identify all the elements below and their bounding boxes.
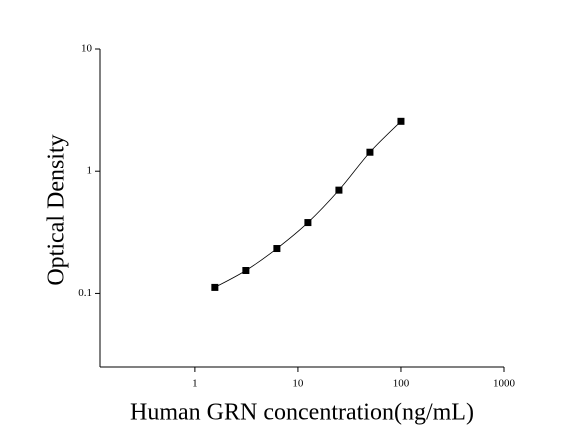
- y-tick-label: 1: [87, 165, 93, 177]
- data-point: [366, 148, 374, 156]
- x-tick-label: 1000: [493, 378, 516, 390]
- y-tick-label: 10: [81, 43, 93, 55]
- data-point: [304, 219, 312, 227]
- x-tick-label: 100: [393, 378, 410, 390]
- y-tick-label: 0.1: [78, 287, 92, 299]
- data-point: [273, 245, 281, 253]
- x-tick-label: 10: [292, 378, 304, 390]
- data-point: [211, 283, 219, 291]
- y-axis-label: Optical Density: [44, 134, 70, 285]
- x-tick-label: 1: [192, 378, 198, 390]
- data-point: [397, 117, 405, 125]
- fit-curve: [214, 121, 402, 288]
- data-point: [335, 186, 343, 194]
- x-axis-label: Human GRN concentration(ng/mL): [130, 400, 474, 426]
- data-point: [242, 267, 250, 275]
